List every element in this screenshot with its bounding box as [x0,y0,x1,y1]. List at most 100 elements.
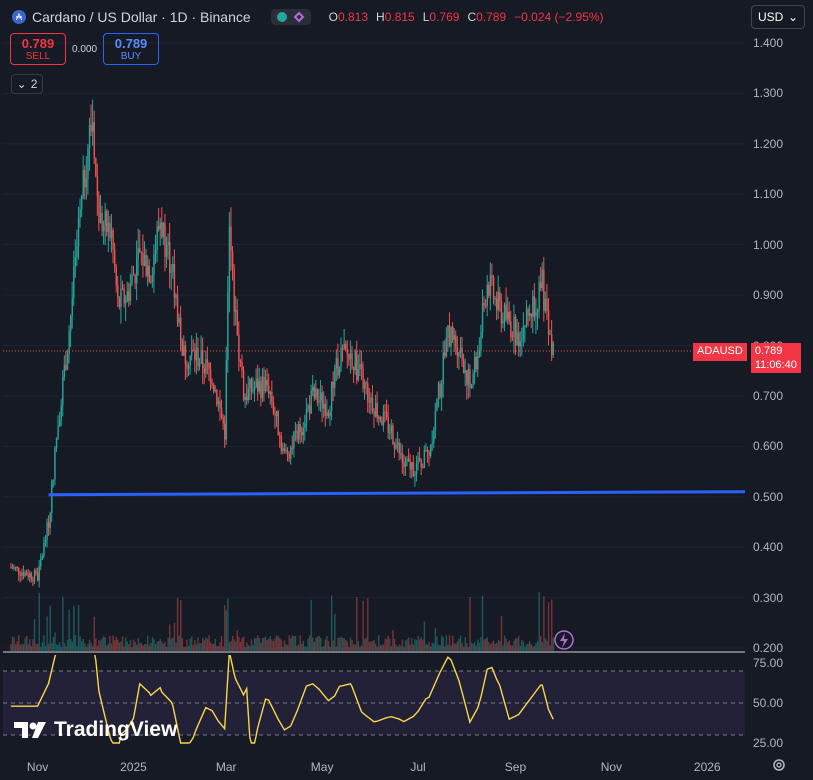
indicators-toggle[interactable]: ⌄ 2 [11,74,43,94]
candle-body [334,368,336,388]
candle-body [406,458,408,462]
volume-bar [507,642,509,651]
candle-body [202,350,204,369]
candle-body [14,567,17,569]
volume-bar [189,638,191,651]
candle-body [354,351,356,371]
candle-body [527,309,529,316]
volume-bar [395,644,397,651]
lightning-icon[interactable] [554,630,574,650]
volume-bar [524,646,526,651]
candle-body [181,340,184,356]
gear-icon[interactable] [772,758,786,772]
candle-body [426,450,429,452]
candle-body [129,284,132,302]
candle-body [417,458,419,465]
status-pill[interactable] [270,9,311,25]
candle-body [52,479,55,482]
volume-bar [411,638,413,651]
sell-button[interactable]: 0.789 SELL [10,33,66,65]
candle-body [381,420,383,425]
candle-body [529,313,531,316]
volume-bar [345,640,347,651]
volume-bar [120,641,122,651]
volume-bar [197,637,199,651]
volume-bar [46,616,48,651]
support-trendline[interactable] [48,490,745,497]
candle-body [407,458,410,462]
volume-bar [66,639,69,651]
volume-bar [180,600,182,651]
volume-bar [354,644,356,651]
time-axis[interactable]: Nov 2025 Mar May Jul Sep Nov 2026 [0,752,745,780]
volume-bar [541,642,544,651]
candle-body [62,376,64,406]
candle-body [175,294,177,299]
volume-bar [222,646,224,651]
candle-body [415,464,418,475]
tradingview-logo[interactable]: TradingView [14,718,177,742]
candle-body [112,230,114,250]
volume-bar [209,642,212,651]
candle-body [266,379,268,386]
candle-body [360,364,363,370]
volume-bar [288,635,290,651]
volume-bar [381,644,383,651]
volume-bar [18,635,20,651]
candle-body [227,292,229,360]
price-axis[interactable]: 1.4001.3001.2001.1001.0000.9000.8000.700… [745,0,813,780]
volume-bar [367,598,369,651]
volume-bar [327,640,330,651]
volume-bar [268,638,270,651]
candle-body [445,337,448,357]
volume-bar [92,645,94,651]
candle-body [272,402,275,413]
rsi-pane[interactable] [3,655,745,751]
price-plot[interactable] [3,3,745,653]
last-price-label: ADAUSD 0.789 11:06:40 [693,343,801,373]
volume-bar [357,641,360,651]
volume-bar [521,639,523,651]
volume-bar [136,644,138,651]
volume-bar [463,646,465,651]
candle-body [169,241,171,273]
volume-bar [271,639,273,651]
candle-body [425,450,427,452]
volume-bar [543,596,545,651]
volume-bar [88,639,91,651]
candle-body [139,248,141,253]
volume-bar [200,643,202,651]
candle-body [507,311,509,320]
volume-bar [129,639,132,651]
candle-body [396,442,399,445]
volume-bar [461,642,463,651]
currency-select[interactable]: USD ⌄ [751,5,805,29]
candle-body [99,212,102,223]
volume-bar [442,637,444,651]
candle-body [36,572,39,581]
candle-body [500,301,503,324]
candle-body [316,388,319,403]
candle-body [10,567,12,569]
candle-body [540,282,542,289]
candle-body [197,348,199,367]
volume-bar [467,646,470,651]
volume-bar [150,643,152,651]
candle-body [77,218,80,247]
volume-bar [205,637,207,651]
volume-bar [107,643,110,651]
candle-body [414,474,416,476]
volume-bar [194,640,196,651]
buy-button[interactable]: 0.789 BUY [103,33,160,65]
ohlc-values: O0.813 H0.815 L0.769 C0.789 −0.024 (−2.9… [328,10,604,24]
candle-body [205,359,207,374]
volume-bar [85,646,88,651]
volume-bar [161,641,163,651]
candle-body [503,304,506,321]
candle-body [305,409,308,424]
candle-body [513,316,515,338]
candle-body [464,370,466,374]
symbol-title[interactable]: Cardano / US Dollar · 1D · Binance [32,9,251,25]
candle-body [233,268,235,312]
candle-body [250,379,253,392]
